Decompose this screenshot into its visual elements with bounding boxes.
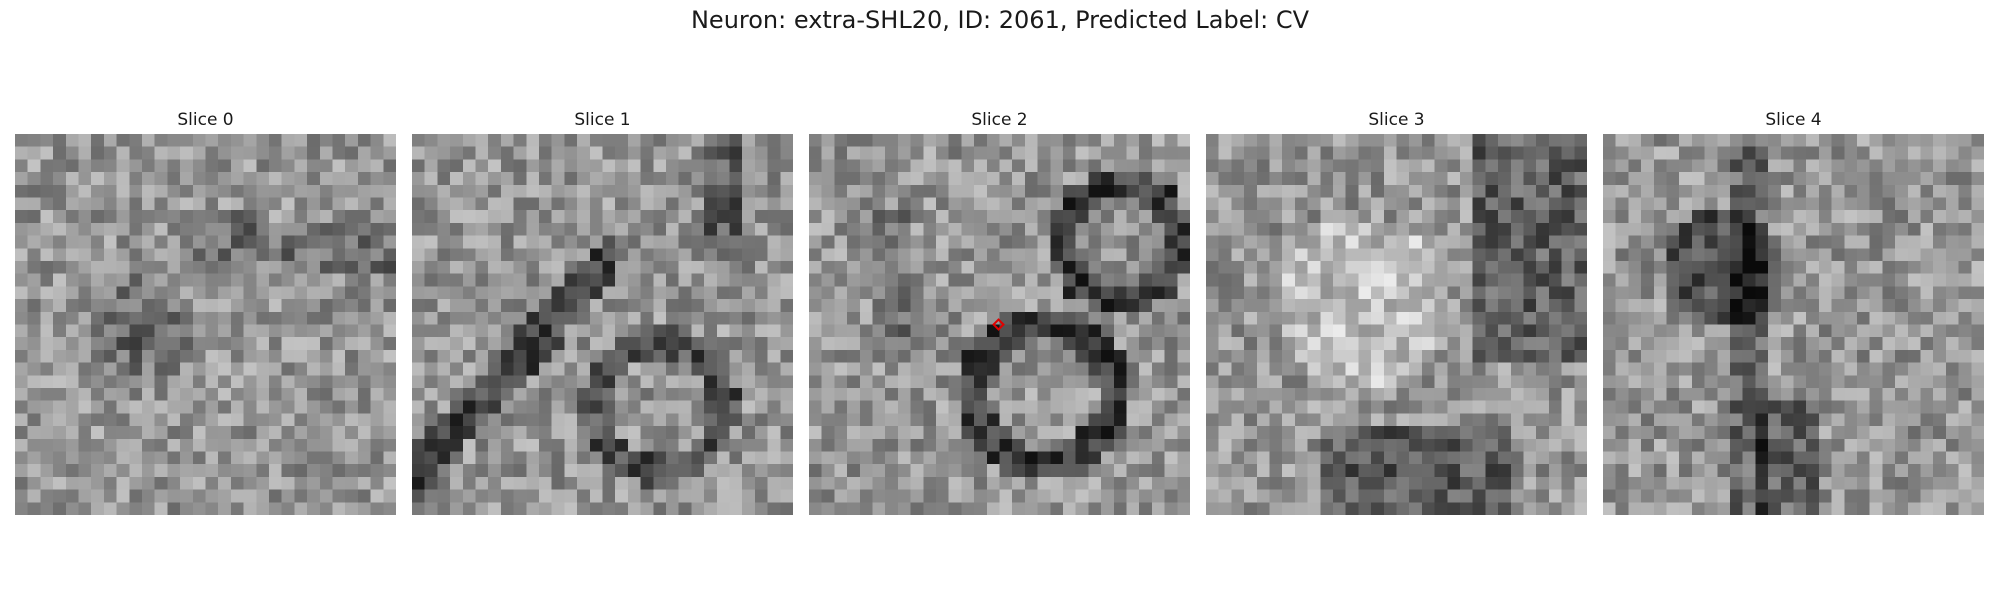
figure-title: Neuron: extra-SHL20, ID: 2061, Predicted…	[690, 6, 1310, 34]
slice-image-2	[809, 134, 1190, 515]
slice-panel-3: Slice 3	[1206, 106, 1587, 515]
slice-image-1	[412, 134, 793, 515]
slice-image-4	[1603, 134, 1984, 515]
slice-title-1: Slice 1	[574, 110, 631, 130]
slice-panel-1: Slice 1	[412, 106, 793, 515]
slice-title-0: Slice 0	[177, 110, 234, 130]
slice-title-4: Slice 4	[1765, 110, 1822, 130]
slice-title-2: Slice 2	[971, 110, 1028, 130]
slice-title-3: Slice 3	[1368, 110, 1425, 130]
slice-panel-2: Slice 2	[809, 106, 1190, 515]
slice-image-3	[1206, 134, 1587, 515]
slice-panel-4: Slice 4	[1603, 106, 1984, 515]
slice-image-0	[15, 134, 396, 515]
slice-panel-0: Slice 0	[15, 106, 396, 515]
